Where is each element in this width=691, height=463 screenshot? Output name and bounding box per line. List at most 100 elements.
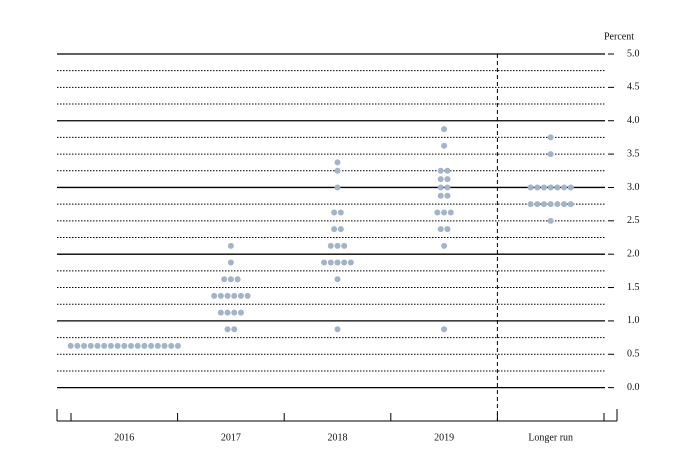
- dot: [237, 292, 244, 299]
- dot: [128, 342, 134, 349]
- dot: [434, 209, 441, 216]
- dot: [168, 342, 175, 349]
- y-tick-label: 1.0: [627, 315, 640, 326]
- dot: [567, 184, 574, 191]
- x-tick-label: 2017: [221, 432, 241, 443]
- dot: [244, 292, 251, 299]
- dot: [224, 326, 231, 333]
- y-tick-label: 1.5: [627, 282, 640, 293]
- dot: [121, 342, 128, 349]
- y-tick-label: 4.0: [627, 115, 640, 126]
- dot: [94, 342, 101, 349]
- dot: [334, 159, 341, 166]
- dot: [341, 259, 348, 266]
- dot: [331, 209, 338, 216]
- dot: [447, 209, 454, 216]
- dot: [534, 184, 541, 191]
- dot: [217, 309, 224, 316]
- dot: [227, 259, 234, 266]
- dot: [334, 259, 341, 266]
- dot: [224, 292, 231, 299]
- dot: [134, 342, 141, 349]
- dot: [211, 292, 218, 299]
- dot: [327, 242, 334, 249]
- dot: [141, 342, 148, 349]
- y-tick-label: 2.0: [627, 248, 640, 259]
- dot: [331, 226, 338, 233]
- dot: [444, 192, 451, 199]
- dot: [337, 226, 344, 233]
- y-tick-label: 4.5: [627, 82, 640, 93]
- dot: [107, 342, 114, 349]
- dot: [441, 242, 448, 249]
- dot: [547, 134, 554, 141]
- dot: [437, 226, 444, 233]
- dot: [547, 184, 554, 191]
- dot: [74, 342, 81, 349]
- dot: [337, 209, 344, 216]
- dot: [437, 176, 444, 183]
- dot: [444, 167, 451, 174]
- y-tick-label: 3.0: [627, 182, 640, 193]
- dot: [334, 276, 341, 283]
- dot: [81, 342, 88, 349]
- dot: [547, 151, 554, 158]
- dot: [527, 201, 534, 208]
- dot: [161, 342, 168, 349]
- y-tick-label: 0.5: [627, 349, 640, 360]
- dot: [444, 184, 451, 191]
- dot: [224, 309, 231, 316]
- dot: [221, 276, 228, 283]
- dot: [547, 217, 554, 224]
- dot: [547, 201, 554, 208]
- x-tick-label: 2018: [328, 432, 348, 443]
- dot: [334, 167, 341, 174]
- dot: [554, 184, 561, 191]
- dot: [231, 309, 238, 316]
- dot: [67, 342, 74, 349]
- dot: [334, 242, 341, 249]
- dot: [561, 201, 568, 208]
- x-tick-label: Longer run: [528, 432, 573, 443]
- dot: [227, 276, 234, 283]
- dot: [347, 259, 354, 266]
- dot: [561, 184, 568, 191]
- dot: [227, 242, 234, 249]
- dot: [527, 184, 534, 191]
- dot: [534, 201, 541, 208]
- dot: [334, 326, 341, 333]
- dot: [101, 342, 108, 349]
- dot: [154, 342, 161, 349]
- y-tick-label: 5.0: [627, 48, 640, 59]
- dot: [441, 209, 448, 216]
- dot: [327, 259, 334, 266]
- y-tick-label: 2.5: [627, 215, 640, 226]
- dot: [444, 226, 451, 233]
- dot: [114, 342, 121, 349]
- dot: [334, 184, 341, 191]
- dot: [441, 326, 448, 333]
- dot: [174, 342, 181, 349]
- dot: [231, 292, 238, 299]
- dot: [437, 184, 444, 191]
- y-tick-label: 0.0: [627, 382, 640, 393]
- dot: [567, 201, 574, 208]
- dot: [87, 342, 94, 349]
- x-tick-label: 2019: [434, 432, 454, 443]
- dot: [554, 201, 561, 208]
- dot: [437, 167, 444, 174]
- x-tick-label: 2016: [114, 432, 134, 443]
- dot: [217, 292, 224, 299]
- dot: [441, 126, 448, 133]
- dot: [321, 259, 328, 266]
- dot: [437, 192, 444, 199]
- dot: [541, 184, 547, 191]
- dot: [148, 342, 155, 349]
- dot: [231, 326, 238, 333]
- dot: [541, 201, 547, 208]
- dot: [234, 276, 241, 283]
- y-tick-label: 3.5: [627, 148, 640, 159]
- dot: [441, 142, 448, 149]
- y-axis-label: Percent: [604, 31, 634, 42]
